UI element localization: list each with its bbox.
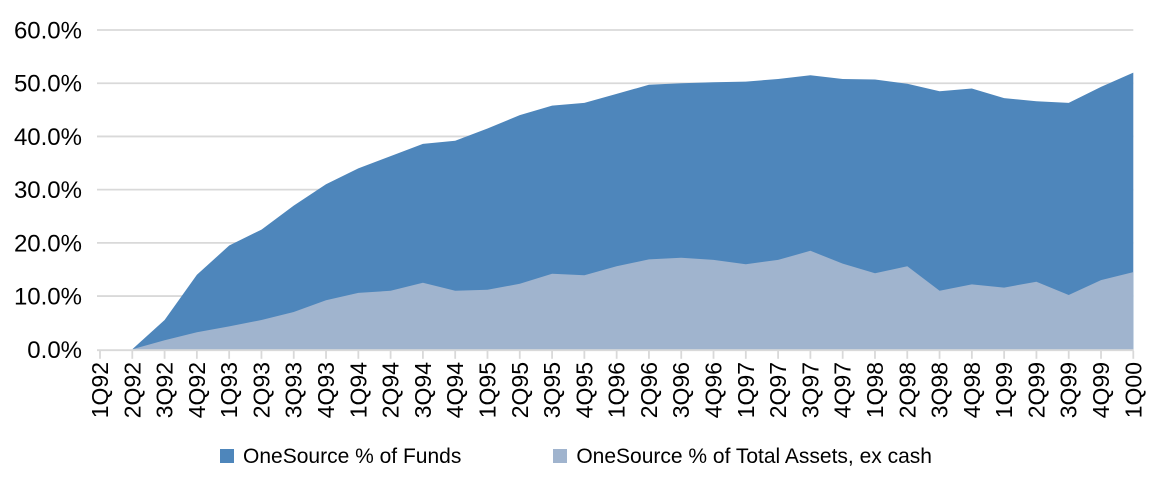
x-axis-label: 2Q98 xyxy=(894,362,920,418)
x-axis-label: 4Q93 xyxy=(313,362,339,418)
x-axis-label: 1Q95 xyxy=(475,362,501,418)
y-axis-label: 10.0% xyxy=(14,284,82,311)
x-axis-label: 2Q96 xyxy=(636,362,662,418)
x-axis-label: 3Q93 xyxy=(281,362,307,418)
x-axis-label: 4Q95 xyxy=(571,362,597,418)
x-axis-label: 3Q98 xyxy=(927,362,953,418)
assets-legend-label: OneSource % of Total Assets, ex cash xyxy=(576,444,932,468)
x-axis-label: 2Q97 xyxy=(765,362,791,418)
y-axis-label: 30.0% xyxy=(14,177,82,204)
x-axis-label: 4Q96 xyxy=(701,362,727,418)
x-axis-label: 4Q97 xyxy=(830,362,856,418)
x-axis-label: 3Q92 xyxy=(152,362,178,418)
legend-item-funds: OneSource % of Funds xyxy=(220,446,461,467)
funds-legend-label: OneSource % of Funds xyxy=(243,444,462,468)
x-axis-label: 2Q94 xyxy=(378,362,404,418)
y-axis-labels: 0.0% 10.0% 20.0% 30.0% 40.0% 50.0% 60.0% xyxy=(14,18,82,364)
x-axis-label: 2Q92 xyxy=(119,362,145,418)
x-axis-label: 1Q94 xyxy=(345,362,371,418)
x-axis-label: 1Q98 xyxy=(862,362,888,418)
legend-item-assets: OneSource % of Total Assets, ex cash xyxy=(553,446,932,467)
x-axis-label: 1Q92 xyxy=(87,362,113,418)
x-axis-label: 4Q94 xyxy=(442,362,468,418)
x-axis-label: 1Q97 xyxy=(733,362,759,418)
y-axis-label: 0.0% xyxy=(27,337,82,364)
x-axis-ticks xyxy=(99,350,1135,359)
assets-legend-swatch xyxy=(553,449,568,463)
x-axis-label: 4Q92 xyxy=(184,362,210,418)
x-axis-label: 2Q95 xyxy=(507,362,533,418)
x-axis-label: 4Q99 xyxy=(1088,362,1114,418)
x-axis-label: 4Q98 xyxy=(959,362,985,418)
y-axis-label: 40.0% xyxy=(14,124,82,151)
x-axis-label: 3Q99 xyxy=(1056,362,1082,418)
x-axis-label: 3Q95 xyxy=(539,362,565,418)
x-axis-label: 3Q96 xyxy=(668,362,694,418)
x-axis-label: 1Q93 xyxy=(216,362,242,418)
x-axis-label: 3Q97 xyxy=(797,362,823,418)
y-axis-label: 20.0% xyxy=(14,230,82,257)
x-axis-labels: 1Q92 2Q92 3Q92 4Q92 1Q93 2Q93 3Q93 4Q93 1Q94 2Q94… xyxy=(87,362,1146,418)
y-axis-label: 50.0% xyxy=(14,71,82,98)
x-axis-label: 2Q93 xyxy=(249,362,275,418)
funds-legend-swatch xyxy=(220,449,235,463)
y-axis-label: 60.0% xyxy=(14,18,82,45)
x-axis-label: 2Q99 xyxy=(1023,362,1049,418)
plot-area: 0.0%10.0%20.0%30.0%40.0%50.0%60.0%1Q92 2Q… xyxy=(14,18,1146,419)
x-axis-label: 1Q96 xyxy=(604,362,630,418)
assets-area xyxy=(100,250,1134,350)
x-axis-label: 1Q00 xyxy=(1120,362,1146,418)
x-axis-label: 3Q94 xyxy=(410,362,436,418)
chart-legend: OneSource % of Funds OneSource % of Tota… xyxy=(0,441,1152,471)
x-axis-label: 1Q99 xyxy=(991,362,1017,418)
